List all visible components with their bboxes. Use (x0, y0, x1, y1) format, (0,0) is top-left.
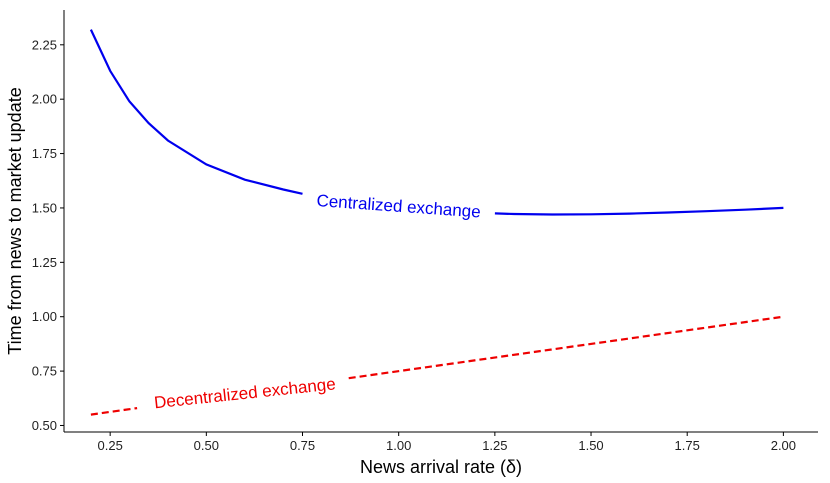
x-tick-label: 1.75 (675, 438, 700, 453)
y-tick-label: 0.75 (32, 364, 57, 379)
decentralized-series-line (90, 407, 138, 416)
x-axis-title: News arrival rate (δ) (360, 457, 522, 477)
decentralized-series-line (348, 315, 784, 380)
series-label-decentralized: Decentralized exchange (153, 374, 336, 412)
y-tick-label: 1.25 (32, 255, 57, 270)
tick-labels: 0.25 0.50 0.75 1.00 1.25 1.50 1.75 2.00 0.50 0.75… (32, 37, 796, 453)
x-tick-label: 1.25 (482, 438, 507, 453)
series-label-centralized: Centralized exchange (316, 191, 481, 221)
centralized-series-line (494, 206, 784, 216)
x-tick-label: 0.75 (290, 438, 315, 453)
y-axis-title: Time from news to market update (5, 87, 25, 354)
x-tick-label: 2.00 (771, 438, 796, 453)
x-tick-label: 1.50 (578, 438, 603, 453)
y-tick-label: 1.00 (32, 309, 57, 324)
y-tick-label: 0.50 (32, 418, 57, 433)
y-tick-label: 2.25 (32, 37, 57, 52)
x-tick-label: 1.00 (386, 438, 411, 453)
x-tick-label: 0.25 (98, 438, 123, 453)
series-lines (89, 29, 784, 416)
y-tick-label: 1.50 (32, 200, 57, 215)
y-tick-label: 2.00 (32, 92, 57, 107)
x-tick-label: 0.50 (194, 438, 219, 453)
y-tick-label: 1.75 (32, 146, 57, 161)
centralized-series-line (89, 29, 303, 195)
axes (63, 10, 818, 433)
series-labels: Centralized exchange Decentralized excha… (153, 191, 481, 412)
